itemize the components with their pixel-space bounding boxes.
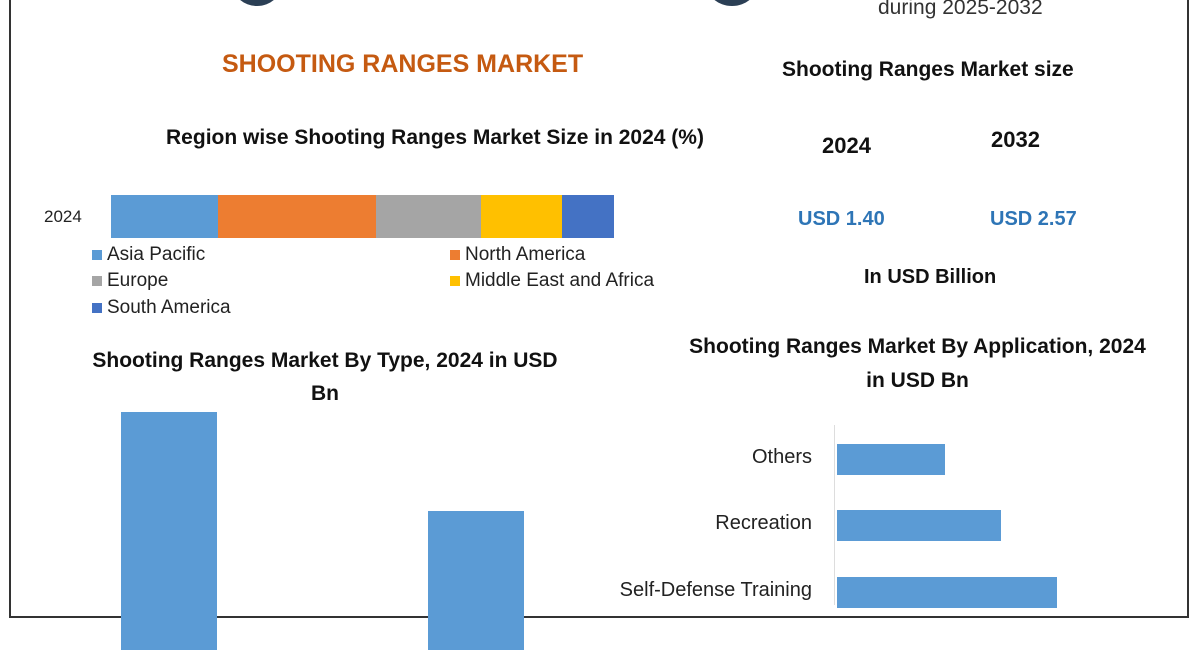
region-segment-north-america (218, 195, 377, 238)
legend-label: North America (465, 244, 586, 265)
type-bar (121, 411, 217, 650)
application-bar (837, 510, 1001, 541)
legend-item: South America (92, 297, 231, 319)
year-2032: 2032 (991, 127, 1040, 152)
legend-label: Europe (107, 270, 169, 291)
legend-item: Europe (92, 270, 168, 292)
type-chart-title: Shooting Ranges Market By Type, 2024 in … (92, 349, 558, 405)
application-chart-title: Shooting Ranges Market By Application, 2… (689, 335, 1146, 392)
region-chart-title: Region wise Shooting Ranges Market Size … (166, 126, 704, 149)
market-size-title: Shooting Ranges Market size (782, 58, 1074, 81)
application-label: Others (751, 446, 812, 468)
unit-label: In USD Billion (864, 266, 997, 288)
legend-swatch (92, 303, 102, 313)
legend-swatch (450, 276, 460, 286)
legend-swatch (92, 276, 102, 286)
application-bar (837, 577, 1057, 608)
logo-circle-left (232, 0, 282, 6)
legend-item: Asia Pacific (92, 244, 205, 266)
value-2032: USD 2.57 (990, 208, 1077, 230)
value-2024: USD 1.40 (798, 208, 885, 230)
legend-swatch (450, 250, 460, 260)
legend-item: Middle East and Africa (450, 270, 654, 292)
legend-label: Middle East and Africa (465, 270, 655, 291)
legend-label: South America (107, 297, 231, 318)
legend-swatch (92, 250, 102, 260)
legend-label: Asia Pacific (107, 244, 206, 265)
legend-item: North America (450, 244, 585, 266)
logo-circle-right (706, 0, 758, 6)
application-bar (837, 444, 945, 475)
region-segment-south-america (562, 195, 615, 238)
application-axis-line (834, 425, 835, 605)
application-label: Recreation (715, 512, 812, 534)
application-label: Self-Defense Training (619, 579, 812, 601)
region-category-label: 2024 (44, 207, 82, 226)
period-text: during 2025-2032 (878, 0, 1043, 19)
region-segment-middle-east-and-africa (481, 195, 563, 238)
year-2024: 2024 (822, 133, 871, 158)
region-segment-europe (376, 195, 482, 238)
region-segment-asia-pacific (111, 195, 219, 238)
main-title: SHOOTING RANGES MARKET (222, 50, 584, 78)
